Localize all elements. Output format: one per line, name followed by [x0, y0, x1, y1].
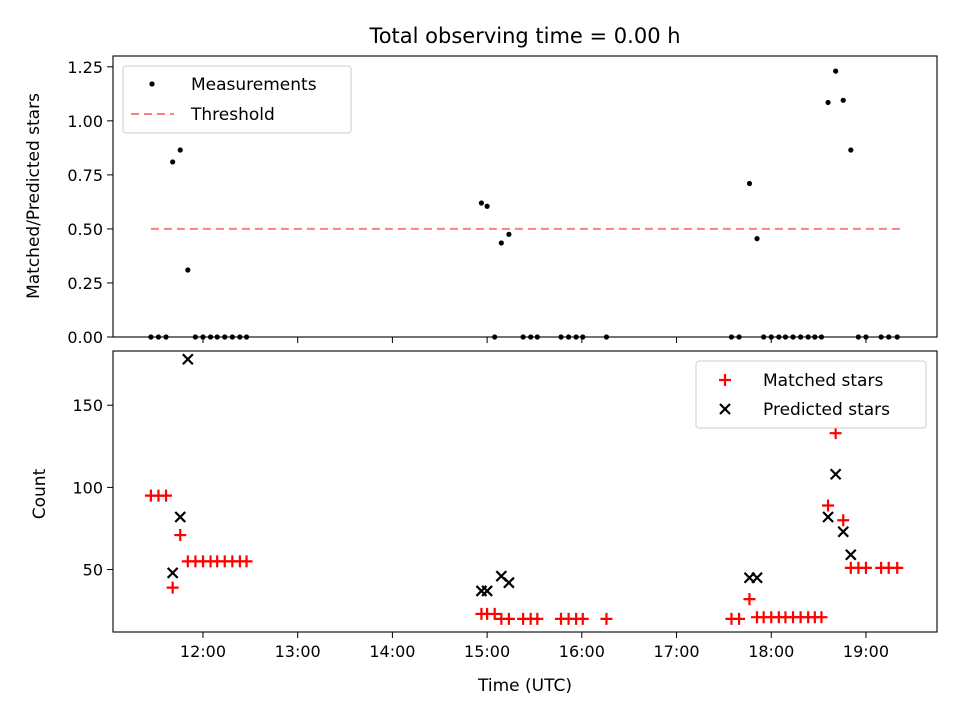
measurements-point	[478, 200, 485, 206]
matched-stars-series	[144, 427, 904, 625]
x-tick-label: 12:00	[180, 642, 226, 661]
bottom-y-axis-label: Count	[30, 468, 50, 519]
matched-stars-point	[891, 561, 904, 574]
measurements-point	[833, 68, 839, 74]
predicted-stars-point	[166, 567, 179, 579]
x-tick-label: 18:00	[748, 642, 794, 661]
predicted-stars-point	[829, 468, 842, 481]
matched-stars-point	[166, 581, 179, 594]
measurements-point	[185, 267, 191, 273]
predicted-stars-point	[837, 525, 850, 538]
y-tick-label: 0.75	[67, 166, 103, 185]
measurements-point	[825, 99, 831, 106]
y-tick-label: 0.25	[67, 274, 103, 293]
top-legend-box	[122, 65, 352, 134]
matched-stars-point	[733, 612, 746, 625]
legend-threshold-label: Threshold	[190, 105, 275, 125]
bottom-axes-frame	[112, 350, 938, 633]
legend-matched-marker	[719, 374, 731, 386]
matched-stars-point	[531, 612, 544, 625]
measurements-point	[848, 147, 854, 153]
bottom-x-axis-label: Time (UTC)	[477, 676, 572, 696]
measurements-point	[498, 240, 504, 246]
x-tick-label: 14:00	[369, 642, 415, 661]
top-x-ticks	[202, 337, 867, 343]
predicted-stars-series	[166, 353, 857, 597]
y-tick-label: 100	[72, 478, 103, 497]
matched-stars-point	[822, 499, 835, 512]
measurements-point	[506, 231, 512, 237]
matched-stars-point	[859, 561, 872, 574]
legend-matched-label: Matched stars	[763, 371, 883, 391]
predicted-stars-point	[845, 548, 857, 561]
measurements-point	[484, 203, 490, 209]
matched-stars-point	[837, 514, 850, 527]
matched-stars-point	[160, 489, 173, 502]
matched-stars-point	[829, 427, 842, 440]
chart-title: Total observing time = 0.00 h	[368, 24, 680, 48]
top-y-ticks: 0.00 0.25 0.50 0.75 1.00 1.25	[67, 58, 113, 347]
legend-measurements-label: Measurements	[191, 75, 317, 95]
measurements-point	[754, 236, 760, 242]
bottom-x-ticks: 12:00 13:00 14:00 15:00 16:00 17:00 18:00 19:00	[180, 632, 889, 661]
measurements-series	[148, 68, 900, 340]
y-tick-label: 1.25	[67, 58, 103, 77]
measurements-point	[177, 147, 183, 153]
x-tick-label: 16:00	[559, 642, 605, 661]
bottom-y-ticks: 50 100 150	[72, 396, 113, 580]
y-tick-label: 50	[83, 561, 103, 580]
matched-stars-point	[815, 611, 828, 624]
measurements-point	[170, 159, 176, 165]
predicted-stars-point	[822, 511, 834, 523]
x-tick-label: 15:00	[464, 642, 510, 661]
top-axes-frame	[112, 55, 938, 338]
predicted-stars-point	[481, 585, 493, 597]
x-tick-label: 19:00	[843, 642, 889, 661]
top-data-marks	[148, 68, 902, 340]
y-tick-label: 0.00	[67, 328, 103, 347]
bottom-legend-box	[695, 360, 927, 429]
predicted-stars-point	[751, 571, 763, 584]
top-axes: 0.00 0.25 0.50 0.75 1.00 1.25 Matched/Predict…	[24, 55, 938, 347]
bottom-legend: Matched stars Predicted stars	[695, 360, 927, 429]
y-tick-label: 0.50	[67, 220, 103, 239]
y-tick-label: 1.00	[67, 112, 103, 131]
measurements-point	[840, 97, 846, 103]
predicted-stars-point	[182, 353, 194, 365]
matched-stars-point	[743, 593, 756, 606]
top-legend: Measurements Threshold	[122, 65, 352, 134]
legend-measurements-marker	[149, 81, 155, 87]
matched-stars-point	[576, 612, 589, 625]
matched-stars-point	[600, 612, 613, 625]
predicted-stars-point	[503, 576, 515, 589]
matched-stars-point	[174, 529, 187, 542]
matched-stars-point	[502, 612, 515, 625]
legend-predicted-label: Predicted stars	[763, 400, 890, 420]
measurements-point	[746, 180, 753, 187]
legend-predicted-marker	[719, 403, 731, 415]
x-tick-label: 13:00	[275, 642, 321, 661]
matched-stars-point	[488, 607, 501, 620]
predicted-stars-point	[174, 511, 187, 523]
bottom-data-marks	[144, 353, 904, 625]
top-y-axis-label: Matched/Predicted stars	[24, 93, 44, 299]
x-tick-label: 17:00	[653, 642, 699, 661]
matched-stars-point	[240, 555, 253, 568]
y-tick-label: 150	[72, 396, 103, 415]
